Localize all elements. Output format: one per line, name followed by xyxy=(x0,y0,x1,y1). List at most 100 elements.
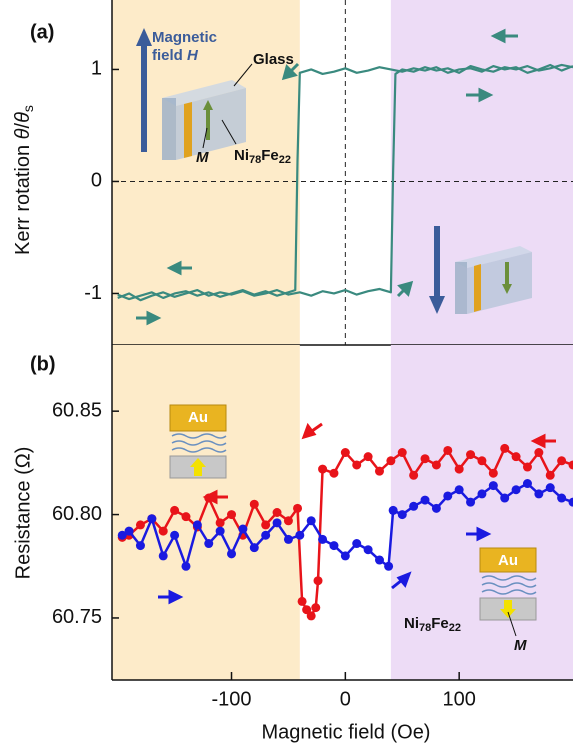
data-point xyxy=(249,543,259,553)
data-point xyxy=(454,485,464,495)
x-tick-label: 0 xyxy=(340,688,351,710)
data-point xyxy=(261,520,271,530)
arrowhead xyxy=(301,422,317,440)
arrowhead xyxy=(168,589,184,605)
data-point xyxy=(477,456,487,466)
data-point xyxy=(363,545,373,555)
arrowhead xyxy=(202,489,218,505)
sweep-arrow xyxy=(311,422,323,433)
data-point xyxy=(293,503,303,513)
glass-front xyxy=(467,252,532,314)
glass-side xyxy=(455,262,467,314)
data-point xyxy=(511,485,521,495)
sweep-arrows xyxy=(158,526,492,605)
data-point xyxy=(363,452,373,462)
data-point xyxy=(313,576,323,586)
annotation: field H xyxy=(152,47,199,64)
data-point xyxy=(318,464,328,474)
m-arrow xyxy=(500,600,516,618)
y-tick-label: 60.80 xyxy=(52,503,102,525)
data-point xyxy=(158,551,168,561)
field-arrowhead xyxy=(136,28,152,46)
annotation-part: field xyxy=(152,47,187,64)
data-line xyxy=(117,63,573,301)
annotation: Glass xyxy=(253,51,294,68)
au-layer xyxy=(169,404,227,432)
data-point xyxy=(409,501,419,511)
spring xyxy=(481,575,537,595)
data-point xyxy=(488,481,498,491)
data-point xyxy=(466,497,476,507)
data-point xyxy=(534,489,544,499)
data-point xyxy=(545,483,555,493)
data-point xyxy=(522,462,532,472)
annotation-part: Fe xyxy=(431,615,449,632)
leader xyxy=(202,127,208,149)
arrowhead xyxy=(397,280,414,297)
data-point xyxy=(534,448,544,458)
data-point xyxy=(374,555,384,565)
y-label-part: Kerr rotation xyxy=(12,139,34,255)
x-tick-label: 100 xyxy=(442,688,475,710)
data-point xyxy=(443,491,453,501)
data-point xyxy=(340,551,350,561)
shaded-band xyxy=(112,345,300,680)
y-tick-label: 60.75 xyxy=(52,606,102,628)
glass-top xyxy=(455,246,532,268)
arrowhead xyxy=(281,64,298,81)
y-axis-label: Resistance (Ω) xyxy=(12,447,34,580)
data-point xyxy=(557,456,567,466)
data-point xyxy=(311,603,321,613)
leader xyxy=(233,63,253,87)
annotation-part: Fe xyxy=(261,147,279,164)
data-point xyxy=(388,505,398,515)
data-point xyxy=(352,460,362,470)
data-point xyxy=(477,489,487,499)
panel-label: (a) xyxy=(30,21,54,43)
glass-front xyxy=(176,88,246,160)
field-arrowhead xyxy=(429,296,445,314)
data-point xyxy=(170,505,180,515)
spring xyxy=(171,433,227,453)
y-label-part: θ xyxy=(12,128,34,139)
data-point xyxy=(409,470,419,480)
data-point xyxy=(272,518,282,528)
y-label-part: / xyxy=(12,122,34,128)
y-tick-label: 60.85 xyxy=(52,399,102,421)
data-point xyxy=(204,539,214,549)
au-layer xyxy=(479,547,537,573)
arrowhead xyxy=(478,87,494,103)
m-arrow xyxy=(190,458,206,476)
annotation: Magnetic xyxy=(152,29,217,46)
data-point xyxy=(443,445,453,455)
y-axis-label: Kerr rotation θ/θs xyxy=(12,105,35,255)
m-arrowhead xyxy=(203,100,213,110)
data-point xyxy=(329,541,339,551)
data-point xyxy=(261,530,271,540)
leader xyxy=(507,611,517,637)
y-tick-label: 0 xyxy=(91,170,102,192)
data-point xyxy=(306,516,316,526)
data-point xyxy=(124,526,134,536)
y-tick-label: 1 xyxy=(91,58,102,80)
y-label-part: s xyxy=(20,105,36,112)
annotation-part: H xyxy=(187,47,199,64)
data-point xyxy=(386,456,396,466)
y-label-part: θ xyxy=(12,112,34,123)
shaded-band xyxy=(390,345,573,680)
panel-label: (b) xyxy=(30,353,56,375)
data-point xyxy=(431,460,441,470)
data-point xyxy=(340,448,350,458)
data-point xyxy=(295,530,305,540)
data-point xyxy=(192,520,202,530)
data-point xyxy=(420,495,430,505)
data-point xyxy=(306,611,316,621)
data-point xyxy=(283,516,293,526)
data-point xyxy=(500,443,510,453)
annotation-part: 78 xyxy=(249,154,261,166)
data-point xyxy=(135,541,145,551)
data-point xyxy=(511,452,521,462)
data-point xyxy=(117,530,127,540)
annotation: Au xyxy=(188,409,208,426)
